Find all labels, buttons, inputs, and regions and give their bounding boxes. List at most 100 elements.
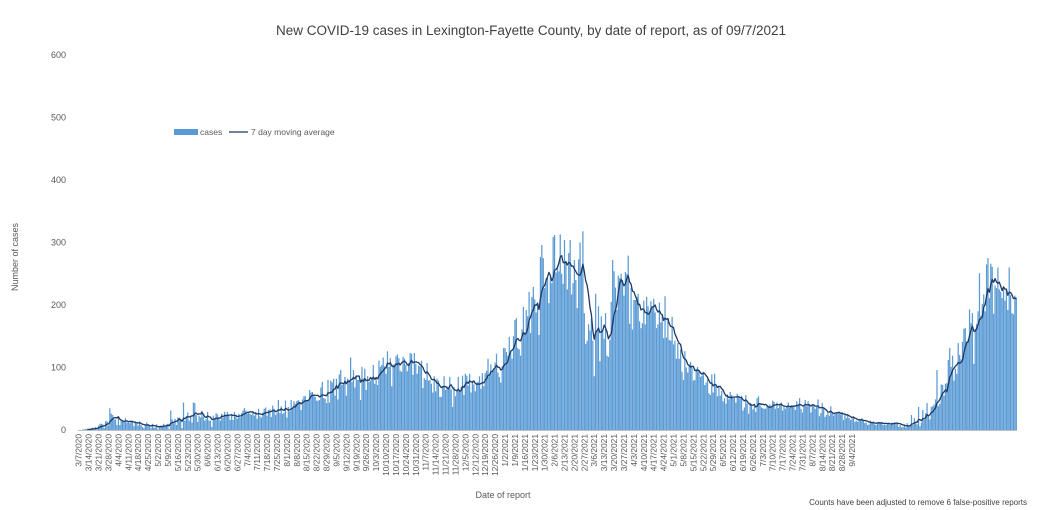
bar — [473, 384, 475, 431]
y-tick-label: 200 — [51, 300, 66, 310]
bar — [551, 283, 553, 431]
bar — [742, 410, 744, 431]
bar — [629, 323, 631, 430]
bar — [920, 422, 923, 430]
bar — [425, 380, 427, 430]
bar — [831, 412, 833, 430]
bar — [753, 403, 755, 430]
bar — [994, 285, 996, 431]
bar — [488, 376, 491, 430]
bar — [916, 424, 918, 431]
x-tick-label: 4/4/2020 — [113, 434, 123, 467]
bar — [123, 421, 125, 431]
bar — [284, 400, 287, 431]
bar — [439, 396, 441, 431]
bar — [211, 426, 213, 431]
bar — [708, 393, 710, 431]
bar — [957, 343, 959, 431]
bar — [417, 365, 420, 431]
bar — [1014, 295, 1016, 431]
bar — [367, 376, 369, 430]
bar — [857, 421, 859, 431]
bar — [490, 364, 492, 431]
bar — [223, 411, 226, 431]
bar — [287, 406, 289, 431]
bar — [1005, 289, 1007, 431]
bar — [274, 415, 277, 430]
bar — [791, 405, 794, 431]
bar — [766, 406, 768, 430]
bar — [719, 395, 721, 431]
bar — [454, 396, 457, 430]
bar — [276, 412, 278, 430]
x-tick-label: 3/7/2020 — [74, 434, 84, 467]
bar — [450, 389, 452, 431]
bar — [828, 415, 830, 431]
bar — [85, 428, 87, 430]
bar — [476, 382, 478, 430]
bar — [110, 413, 112, 430]
bar — [182, 402, 185, 430]
bar — [905, 427, 907, 430]
bar — [815, 406, 818, 431]
bar — [619, 278, 621, 431]
x-tick-label: 1/30/2021 — [540, 434, 550, 472]
bar — [864, 423, 866, 431]
bar — [420, 360, 423, 431]
bar — [732, 397, 734, 430]
bar — [653, 298, 655, 430]
bar — [824, 416, 826, 431]
bar — [265, 407, 267, 430]
bar — [589, 330, 591, 431]
bar — [762, 408, 764, 431]
bar — [806, 406, 808, 430]
bar — [893, 422, 896, 430]
bar — [881, 421, 883, 431]
bar — [682, 380, 685, 430]
bar — [648, 313, 651, 431]
bar — [263, 408, 265, 430]
bar — [614, 287, 617, 430]
bar — [825, 415, 828, 430]
bar — [449, 376, 451, 431]
bar — [984, 311, 986, 430]
bar — [171, 419, 173, 431]
bar — [433, 376, 435, 430]
bar — [1015, 297, 1017, 430]
bar — [524, 332, 526, 430]
bar — [878, 422, 880, 430]
bar — [504, 348, 506, 431]
bar — [501, 366, 503, 430]
bar — [376, 385, 379, 430]
x-tick-label: 5/30/2020 — [193, 434, 203, 472]
bar — [206, 411, 209, 431]
bar — [580, 267, 583, 430]
bar — [478, 376, 481, 430]
bar — [774, 408, 777, 430]
bar — [357, 380, 359, 430]
bar — [718, 386, 720, 430]
x-tick-label: 5/15/2021 — [688, 434, 698, 472]
x-tick-label: 5/22/2021 — [698, 434, 708, 472]
footnote: Counts have been adjusted to remove 6 fa… — [809, 498, 1027, 507]
bar — [453, 386, 455, 431]
x-tick-label: 3/27/2021 — [619, 434, 629, 472]
bar — [579, 242, 581, 430]
x-tick-label: 5/2/2020 — [153, 434, 163, 467]
bar — [861, 418, 863, 431]
bar — [960, 359, 962, 431]
x-tick-label: 6/6/2020 — [203, 434, 213, 467]
bar — [995, 288, 998, 431]
bar — [86, 429, 88, 431]
bar — [559, 234, 561, 430]
bar — [820, 413, 822, 431]
bar — [185, 416, 187, 430]
bar — [886, 423, 889, 431]
bar — [163, 423, 165, 430]
bar — [691, 366, 693, 430]
bar — [779, 403, 781, 430]
bar — [569, 240, 571, 430]
bar — [457, 376, 459, 431]
bar — [902, 426, 904, 431]
